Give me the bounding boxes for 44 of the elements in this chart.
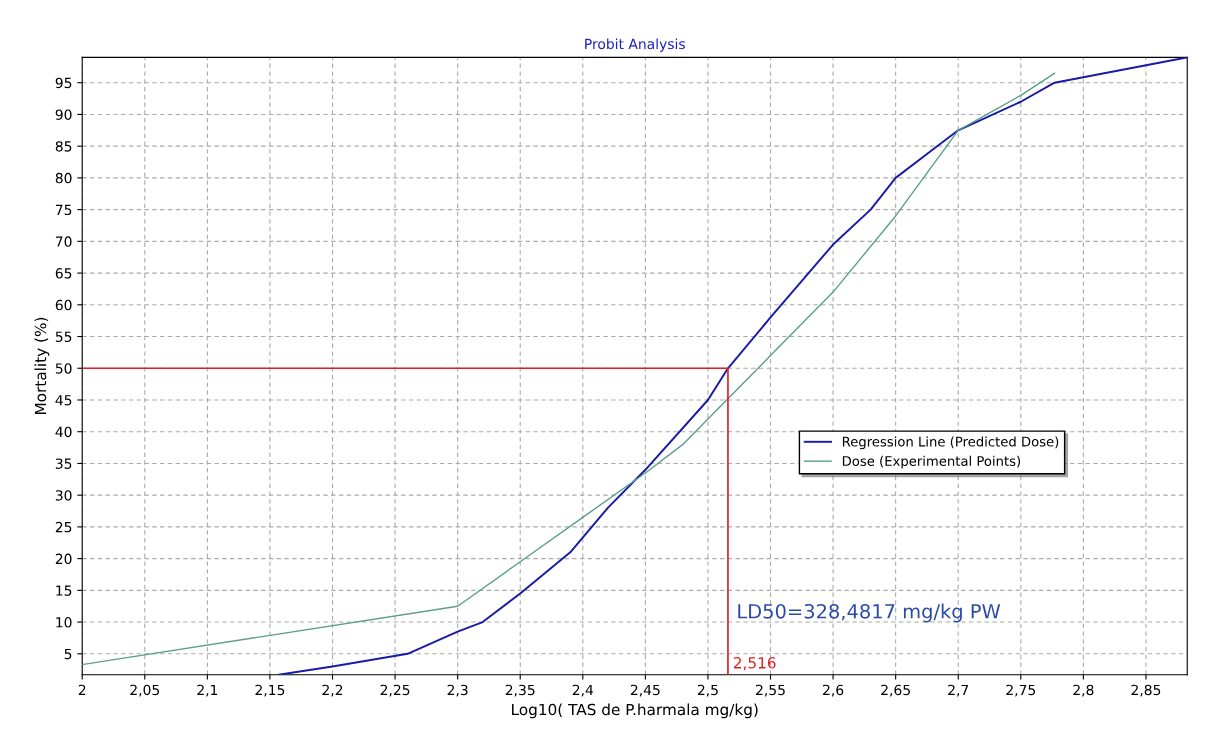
x-tick-label: 2,5 [697, 684, 718, 697]
x-tick-label: 2,65 [881, 684, 910, 697]
y-tick-label: 60 [55, 299, 72, 311]
x-tick-label: 2,15 [255, 684, 285, 697]
x-tick-label: 2,75 [1006, 684, 1036, 697]
y-tick-label: 80 [55, 172, 72, 184]
y-tick-label: 70 [55, 236, 72, 247]
x-tick-label: 2,4 [572, 684, 594, 697]
y-tick-label: 95 [55, 77, 72, 89]
x-tick-label: 2 [78, 684, 86, 696]
x-tick-label: 2,05 [130, 684, 160, 697]
y-tick-label: 55 [55, 331, 72, 342]
ref-line-label: 2,516 [733, 657, 776, 671]
x-tick-label: 2,8 [1073, 684, 1094, 697]
y-tick-label: 75 [55, 204, 72, 216]
y-tick-label: 45 [55, 395, 72, 406]
x-axis-title: Log10( TAS de P.harmala mg/kg) [512, 703, 758, 719]
x-tick-label: 2,25 [380, 684, 410, 697]
x-tick-label: 2,3 [447, 684, 468, 697]
y-tick-label: 50 [55, 363, 72, 374]
x-tick-label: 2,1 [197, 684, 218, 697]
x-tick-label: 2,2 [322, 684, 343, 697]
y-tick-label: 15 [56, 585, 72, 596]
y-axis-title: Mortality (%) [34, 317, 50, 415]
x-tick-label: 2,7 [948, 684, 969, 697]
x-tick-label: 2,35 [505, 684, 535, 697]
y-tick-label: 30 [55, 490, 72, 501]
legend-label: Regression Line (Predicted Dose) [842, 436, 1059, 450]
y-tick-label: 20 [55, 553, 72, 565]
y-tick-label: 90 [55, 109, 72, 120]
legend-label: Dose (Experimental Points) [842, 455, 1021, 469]
y-tick-label: 35 [55, 458, 72, 469]
y-tick-label: 85 [55, 141, 72, 152]
y-tick-label: 65 [55, 268, 72, 279]
x-tick-label: 2,55 [756, 684, 785, 697]
x-tick-label: 2,85 [1131, 684, 1161, 697]
annotation: LD50=328,4817 mg/kg PW [738, 603, 1001, 623]
y-tick-label: 10 [56, 617, 72, 628]
y-tick-label: 5 [64, 648, 72, 660]
y-tick-label: 25 [55, 521, 72, 533]
y-tick-label: 40 [55, 426, 72, 438]
chart-title: Probit Analysis [585, 38, 685, 52]
x-tick-label: 2,45 [630, 684, 660, 697]
x-tick-label: 2,6 [823, 684, 844, 697]
